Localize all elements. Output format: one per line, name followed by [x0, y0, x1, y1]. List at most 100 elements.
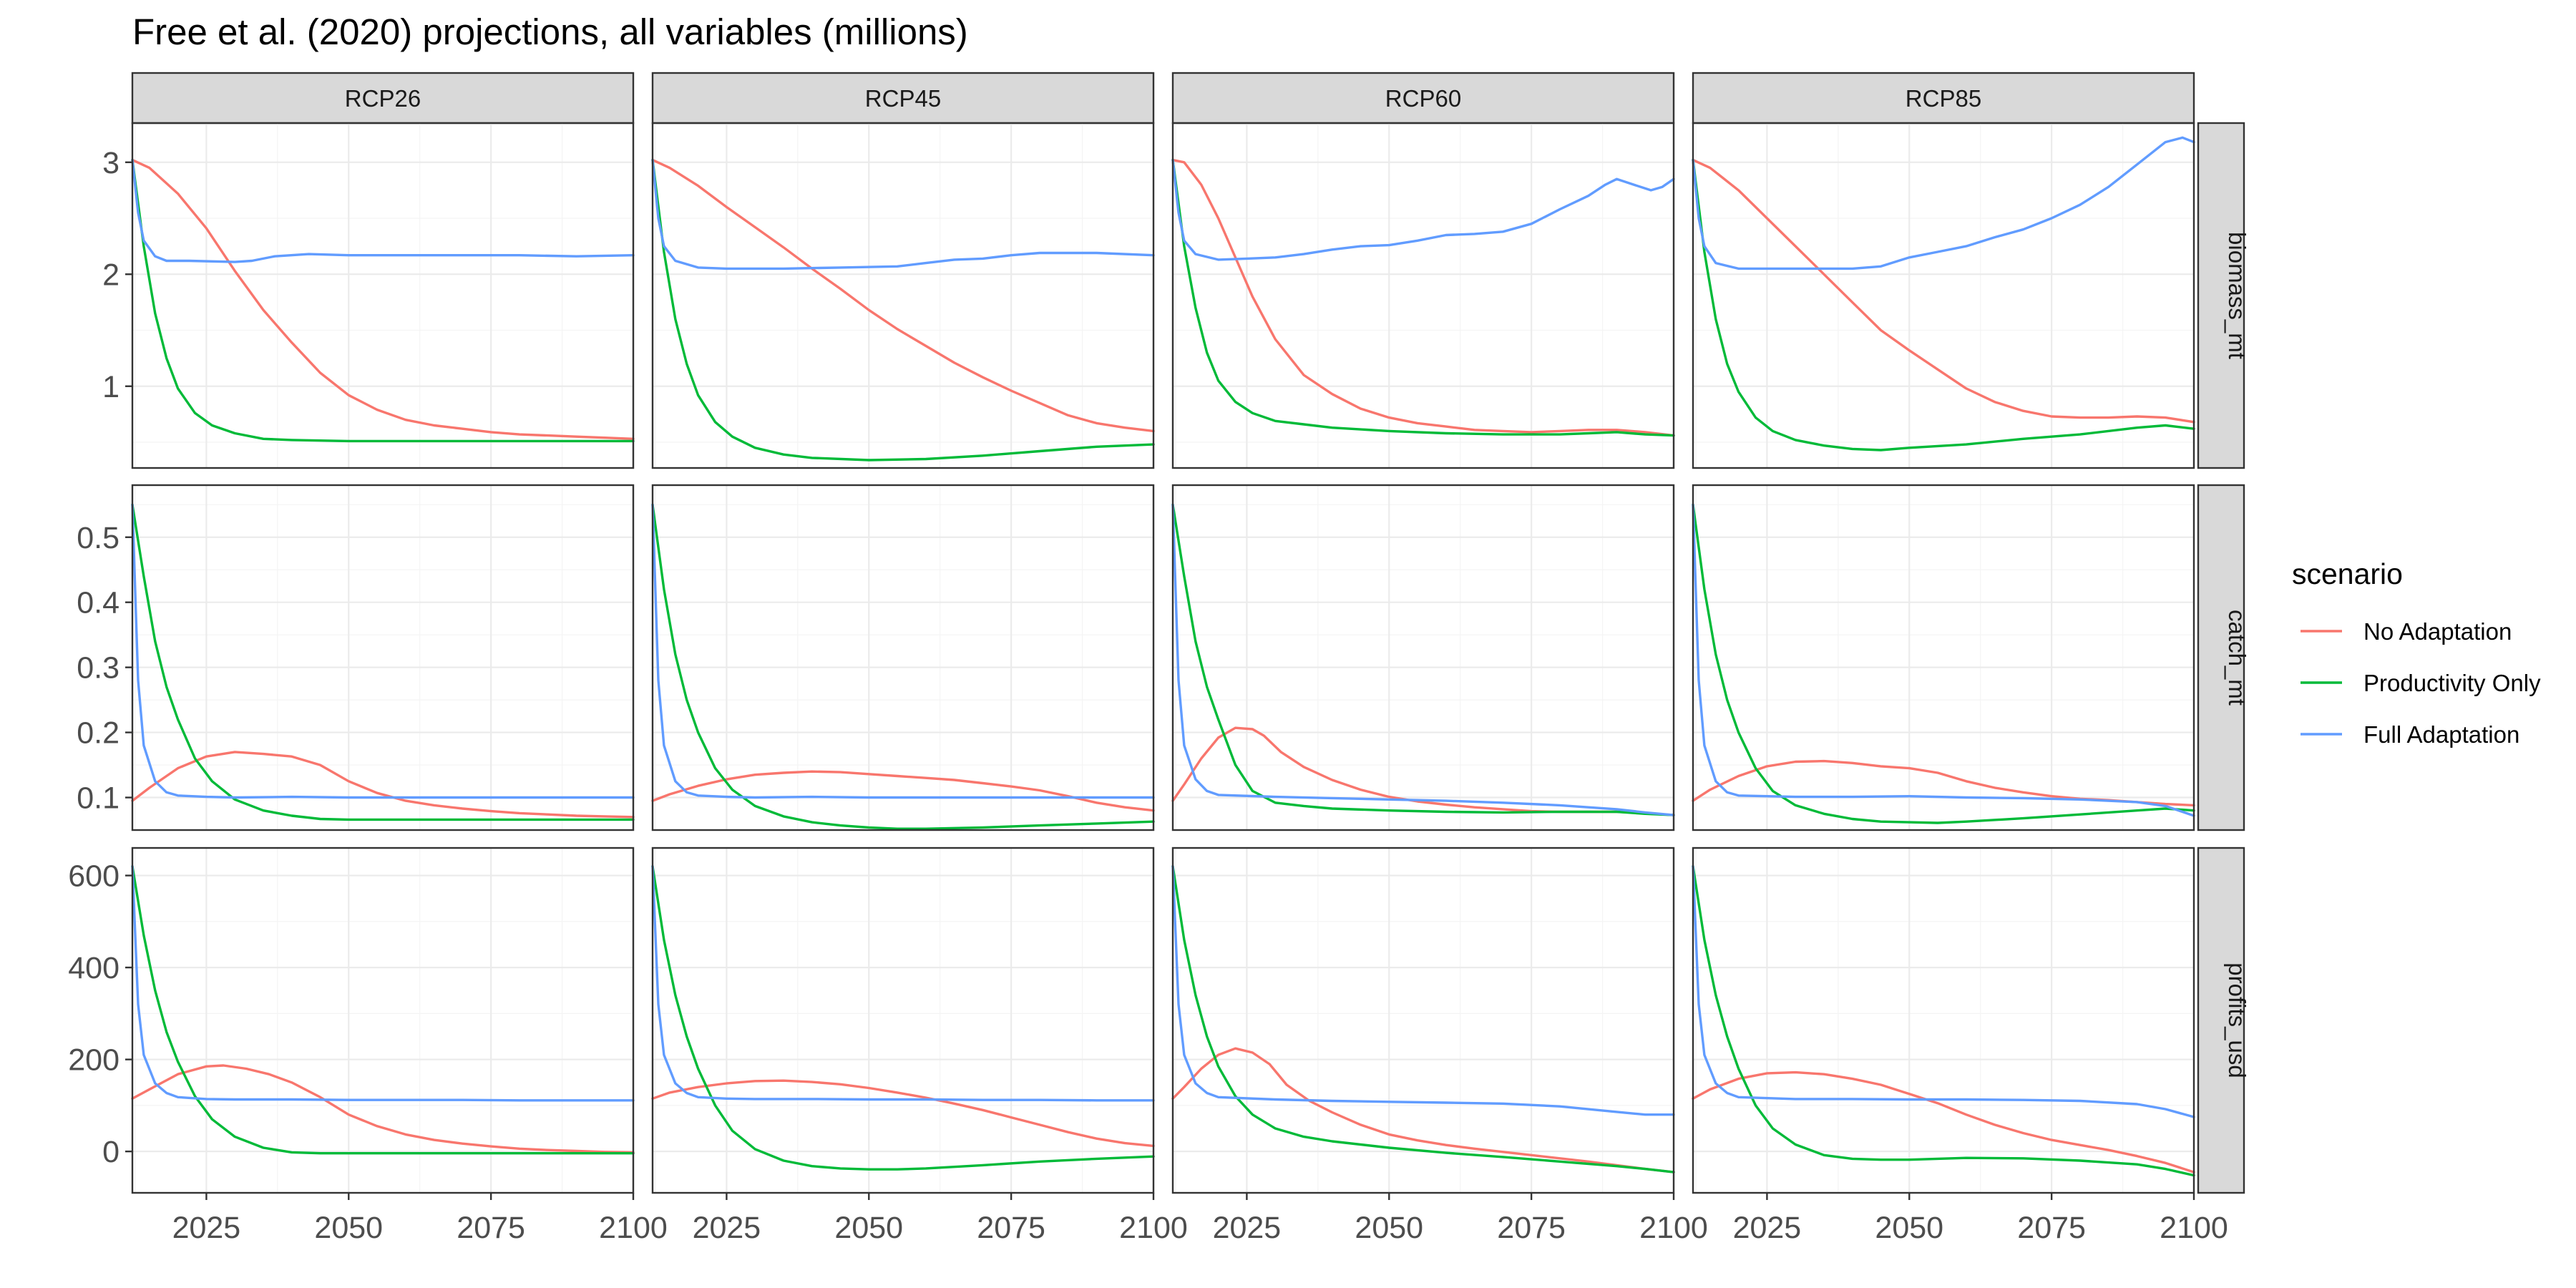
gridlines	[653, 123, 1155, 468]
legend: scenario No Adaptation Productivity Only F…	[2292, 557, 2541, 748]
series-line-full-adaptation	[1171, 503, 1675, 816]
strip-background	[2197, 484, 2245, 831]
y-tick-label: 0.3	[77, 651, 119, 686]
facet-column-strips: RCP26 RCP45 RCP60 RCP85	[131, 72, 2195, 125]
series-line-full-adaptation	[131, 503, 635, 799]
x-tick-label: 2025	[1213, 1211, 1282, 1245]
panel-profits-usd-rcp85	[1692, 847, 2195, 1194]
y-tick-label: 1	[102, 370, 119, 404]
series-line-full-adaptation	[1171, 865, 1675, 1116]
panel-border	[651, 122, 1155, 469]
chart-title: Free et al. (2020) projections, all vari…	[132, 11, 968, 52]
gridlines	[653, 485, 1155, 830]
series-line-full-adaptation	[1692, 136, 2195, 270]
panel-catch-mt-rcp85	[1692, 484, 2195, 831]
y-axis-biomass-mt: 1 2 3	[102, 146, 132, 404]
series-line-productivity-only	[1692, 503, 2195, 824]
legend-item-full-adaptation: Full Adaptation	[2301, 721, 2519, 748]
strip-background	[1171, 72, 1675, 125]
y-axis-catch-mt: 0.1 0.2 0.3 0.4 0.5	[77, 521, 132, 816]
gridlines	[132, 848, 635, 1193]
strip-label: RCP85	[1906, 85, 1981, 112]
panel-border	[651, 847, 1155, 1194]
series-line-no-adaptation	[1692, 158, 2195, 424]
series-line-productivity-only	[1171, 865, 1675, 1174]
x-tick-label: 2025	[172, 1211, 241, 1245]
panel-border	[651, 484, 1155, 831]
strip-background	[2197, 847, 2245, 1194]
legend-title: scenario	[2292, 557, 2403, 590]
panel-border	[1171, 847, 1675, 1194]
panel-border	[1171, 484, 1675, 831]
strip-background	[1692, 72, 2195, 125]
strip-label: RCP60	[1385, 85, 1461, 112]
panel-catch-mt-rcp60	[1171, 484, 1675, 831]
x-tick-label: 2050	[1355, 1211, 1423, 1245]
y-tick-label: 0.5	[77, 521, 119, 555]
legend-item-productivity-only: Productivity Only	[2301, 670, 2541, 696]
strip-background	[651, 72, 1155, 125]
panel-border	[1692, 122, 2195, 469]
y-tick-label: 3	[102, 146, 119, 180]
panel-border	[131, 122, 635, 469]
series-line-productivity-only	[1692, 865, 2195, 1177]
legend-label: Full Adaptation	[2363, 721, 2519, 748]
panel-biomass-mt-rcp60	[1171, 122, 1675, 469]
panel-catch-mt-rcp26	[131, 484, 635, 831]
series-line-no-adaptation	[131, 158, 635, 440]
series-line-no-adaptation	[1171, 1047, 1675, 1174]
strip-label: biomass_mt	[2224, 232, 2250, 359]
y-tick-label: 200	[68, 1043, 119, 1078]
series-line-productivity-only	[651, 158, 1155, 462]
x-axis-rcp85: 2025 2050 2075 2100	[1733, 1193, 2228, 1245]
y-tick-label: 600	[68, 859, 119, 894]
series-line-productivity-only	[131, 503, 635, 821]
panel-biomass-mt-rcp26	[131, 122, 635, 469]
x-tick-label: 2100	[1639, 1211, 1708, 1245]
panel-border	[131, 847, 635, 1194]
x-tick-label: 2025	[1733, 1211, 1802, 1245]
y-tick-label: 0	[102, 1135, 119, 1169]
strip-catch-mt: catch_mt	[2197, 484, 2250, 831]
gridlines	[1693, 485, 2195, 830]
x-axis-rcp45: 2025 2050 2075 2100	[693, 1193, 1188, 1245]
panel-profits-usd-rcp26	[131, 847, 635, 1194]
series-line-productivity-only	[131, 158, 635, 443]
strip-rcp45: RCP45	[651, 72, 1155, 125]
gridlines	[132, 123, 635, 468]
gridlines	[1173, 485, 1675, 830]
x-tick-label: 2075	[1497, 1211, 1566, 1245]
legend-label: Productivity Only	[2363, 670, 2541, 696]
series-line-full-adaptation	[1171, 158, 1675, 261]
series-line-full-adaptation	[131, 158, 635, 263]
strip-label: RCP45	[865, 85, 941, 112]
panel-profits-usd-rcp60	[1171, 847, 1675, 1194]
x-tick-label: 2100	[1119, 1211, 1188, 1245]
panel-border	[1692, 484, 2195, 831]
y-tick-label: 0.4	[77, 586, 119, 620]
x-axes: 2025 2050 2075 2100 2025 2050 2075 2100 2025 2050…	[172, 1193, 2228, 1245]
strip-biomass-mt: biomass_mt	[2197, 122, 2250, 469]
gridlines	[653, 848, 1155, 1193]
series-line-no-adaptation	[651, 158, 1155, 433]
series-line-productivity-only	[1171, 158, 1675, 437]
x-tick-label: 2100	[2160, 1211, 2228, 1245]
series-line-productivity-only	[651, 865, 1155, 1171]
x-tick-label: 2025	[693, 1211, 761, 1245]
series-line-no-adaptation	[131, 751, 635, 819]
series-line-no-adaptation	[651, 1079, 1155, 1148]
series-line-full-adaptation	[651, 503, 1155, 799]
y-tick-label: 2	[102, 258, 119, 292]
x-tick-label: 2075	[977, 1211, 1045, 1245]
series-line-productivity-only	[651, 503, 1155, 830]
gridlines	[1693, 848, 2195, 1193]
y-tick-label: 400	[68, 951, 119, 985]
strip-rcp60: RCP60	[1171, 72, 1675, 125]
series-line-productivity-only	[131, 865, 635, 1155]
legend-item-no-adaptation: No Adaptation	[2301, 618, 2512, 645]
strip-background	[2197, 122, 2245, 469]
strip-profits-usd: profits_usd	[2197, 847, 2250, 1194]
strip-label: RCP26	[345, 85, 421, 112]
strip-rcp26: RCP26	[131, 72, 635, 125]
series-line-full-adaptation	[1692, 865, 2195, 1118]
